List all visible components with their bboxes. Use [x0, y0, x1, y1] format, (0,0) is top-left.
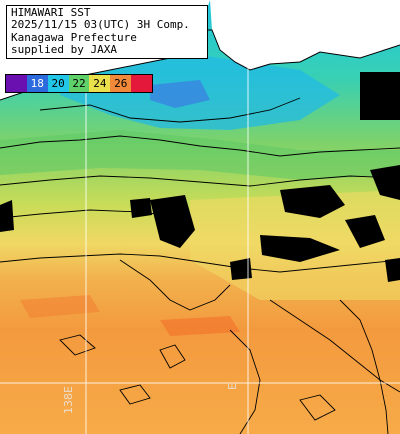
- legend-cell: 18: [26, 75, 48, 92]
- legend-label: 22: [72, 77, 86, 90]
- hot-patch-2: [20, 295, 100, 318]
- hot-patch: [160, 316, 240, 336]
- info-credit: supplied by JAXA: [11, 43, 117, 57]
- temperature-legend: 18 20 22 24 26: [5, 74, 153, 93]
- legend-cell: 22: [68, 75, 90, 92]
- lon-label-e: E: [226, 383, 239, 390]
- legend-label: 26: [114, 77, 128, 90]
- sst-contours: [0, 97, 400, 434]
- cold-pocket: [150, 80, 210, 108]
- info-region: Kanagawa Prefecture: [11, 30, 137, 44]
- legend-cell: [131, 75, 153, 92]
- cloud-mask: [0, 72, 400, 282]
- land-honshu: [210, 0, 400, 70]
- green-band: [0, 130, 400, 180]
- info-title: HIMAWARI SST: [11, 6, 91, 19]
- info-box: HIMAWARI SST 2025/11/15 03(UTC) 3H Comp.…: [6, 5, 208, 59]
- lon-label-138e: 138E: [62, 386, 75, 414]
- legend-cell: 26: [110, 75, 132, 92]
- legend-cell: [6, 75, 27, 92]
- legend-label: 24: [93, 77, 107, 90]
- legend-label: 18: [30, 77, 44, 90]
- info-datetime: 2025/11/15 03(UTC) 3H Comp.: [11, 18, 190, 32]
- legend-cell: 24: [89, 75, 111, 92]
- legend-label: 20: [51, 77, 65, 90]
- legend-cell: 20: [47, 75, 69, 92]
